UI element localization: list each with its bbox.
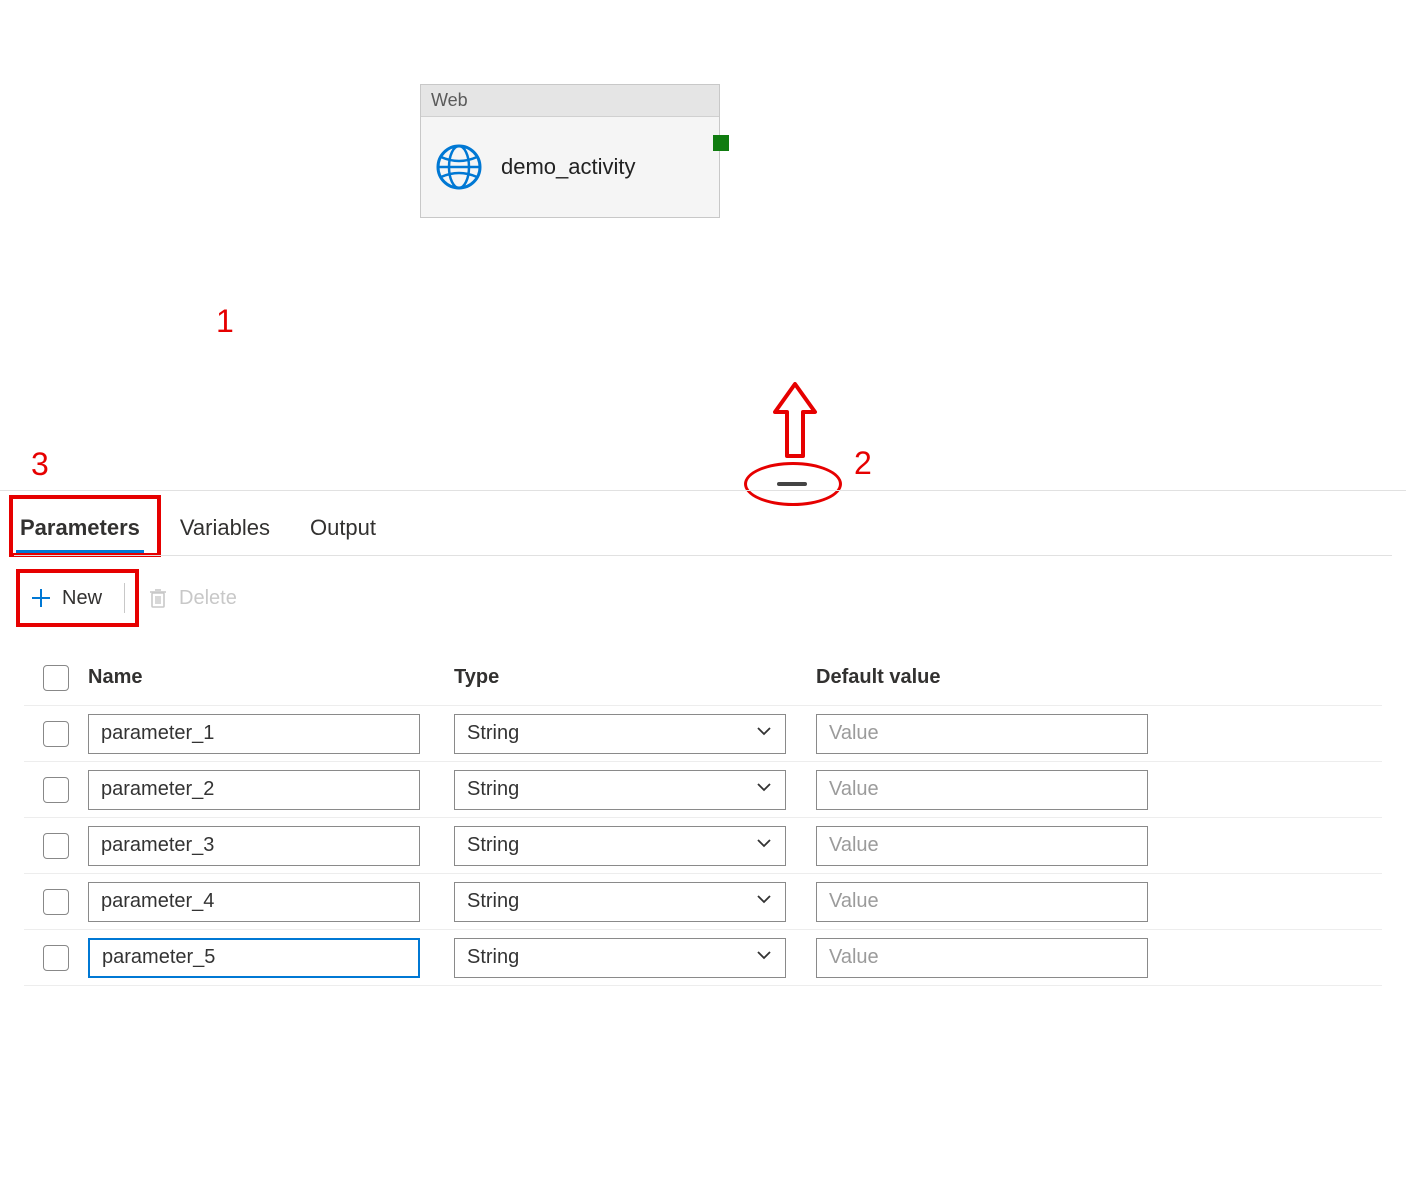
- parameter-type-select[interactable]: String: [454, 714, 786, 754]
- parameter-type-value: String: [467, 946, 519, 969]
- parameter-type-select[interactable]: String: [454, 938, 786, 978]
- table-header-row: Name Type Default value: [24, 650, 1382, 706]
- table-row: parameter_5 String Value: [24, 930, 1382, 986]
- column-header-value: Default value: [816, 666, 1176, 689]
- annotation-number-1: 1: [216, 303, 234, 340]
- parameter-default-value-input[interactable]: Value: [816, 770, 1148, 810]
- panel-collapse-handle[interactable]: [777, 482, 807, 486]
- table-row: parameter_1 String Value: [24, 706, 1382, 762]
- parameters-toolbar: New Delete: [24, 574, 243, 622]
- parameter-type-value: String: [467, 890, 519, 913]
- parameter-name-input[interactable]: parameter_3: [88, 826, 420, 866]
- parameter-type-select[interactable]: String: [454, 826, 786, 866]
- parameter-default-value-input[interactable]: Value: [816, 938, 1148, 978]
- parameters-table: Name Type Default value parameter_1 Strin…: [24, 650, 1382, 986]
- activity-body: demo_activity: [421, 117, 719, 217]
- parameter-name-input[interactable]: parameter_5: [88, 938, 420, 978]
- delete-button-label: Delete: [179, 587, 237, 610]
- page-root: Web demo_activity 1 2 3: [0, 0, 1406, 1183]
- table-row: parameter_4 String Value: [24, 874, 1382, 930]
- parameter-type-select[interactable]: String: [454, 882, 786, 922]
- row-checkbox[interactable]: [43, 721, 69, 747]
- annotation-number-3: 3: [31, 446, 49, 483]
- chevron-down-icon: [755, 722, 773, 746]
- activity-output-port[interactable]: [713, 135, 729, 151]
- new-parameter-button[interactable]: New: [24, 583, 108, 614]
- row-checkbox[interactable]: [43, 833, 69, 859]
- chevron-down-icon: [755, 946, 773, 970]
- tab-variables[interactable]: Variables: [178, 503, 272, 552]
- parameter-type-select[interactable]: String: [454, 770, 786, 810]
- parameter-name-input[interactable]: parameter_1: [88, 714, 420, 754]
- parameter-default-value-input[interactable]: Value: [816, 826, 1148, 866]
- parameter-default-value-input[interactable]: Value: [816, 882, 1148, 922]
- table-row: parameter_3 String Value: [24, 818, 1382, 874]
- chevron-down-icon: [755, 890, 773, 914]
- plus-icon: [30, 587, 52, 609]
- globe-icon: [435, 143, 483, 191]
- activity-node-web[interactable]: Web demo_activity: [420, 84, 720, 218]
- column-header-type: Type: [454, 666, 816, 689]
- tab-output[interactable]: Output: [308, 503, 378, 552]
- panel-divider: [0, 490, 1406, 491]
- select-all-checkbox[interactable]: [43, 665, 69, 691]
- parameter-type-value: String: [467, 722, 519, 745]
- bottom-panel-tabs: Parameters Variables Output: [14, 500, 1392, 556]
- pipeline-canvas[interactable]: Web demo_activity: [0, 0, 1406, 490]
- tab-parameters[interactable]: Parameters: [18, 503, 142, 552]
- row-checkbox[interactable]: [43, 777, 69, 803]
- trash-icon: [147, 587, 169, 609]
- column-header-name: Name: [88, 666, 454, 689]
- new-button-label: New: [62, 587, 102, 610]
- parameter-name-input[interactable]: parameter_4: [88, 882, 420, 922]
- parameter-type-value: String: [467, 778, 519, 801]
- activity-name: demo_activity: [501, 154, 636, 180]
- row-checkbox[interactable]: [43, 945, 69, 971]
- toolbar-divider: [124, 583, 125, 613]
- annotation-up-arrow-icon: [770, 382, 820, 465]
- table-row: parameter_2 String Value: [24, 762, 1382, 818]
- activity-type-label: Web: [421, 85, 719, 117]
- annotation-number-2: 2: [854, 445, 872, 482]
- parameter-default-value-input[interactable]: Value: [816, 714, 1148, 754]
- chevron-down-icon: [755, 778, 773, 802]
- parameter-type-value: String: [467, 834, 519, 857]
- row-checkbox[interactable]: [43, 889, 69, 915]
- chevron-down-icon: [755, 834, 773, 858]
- parameter-name-input[interactable]: parameter_2: [88, 770, 420, 810]
- delete-parameter-button: Delete: [141, 583, 243, 614]
